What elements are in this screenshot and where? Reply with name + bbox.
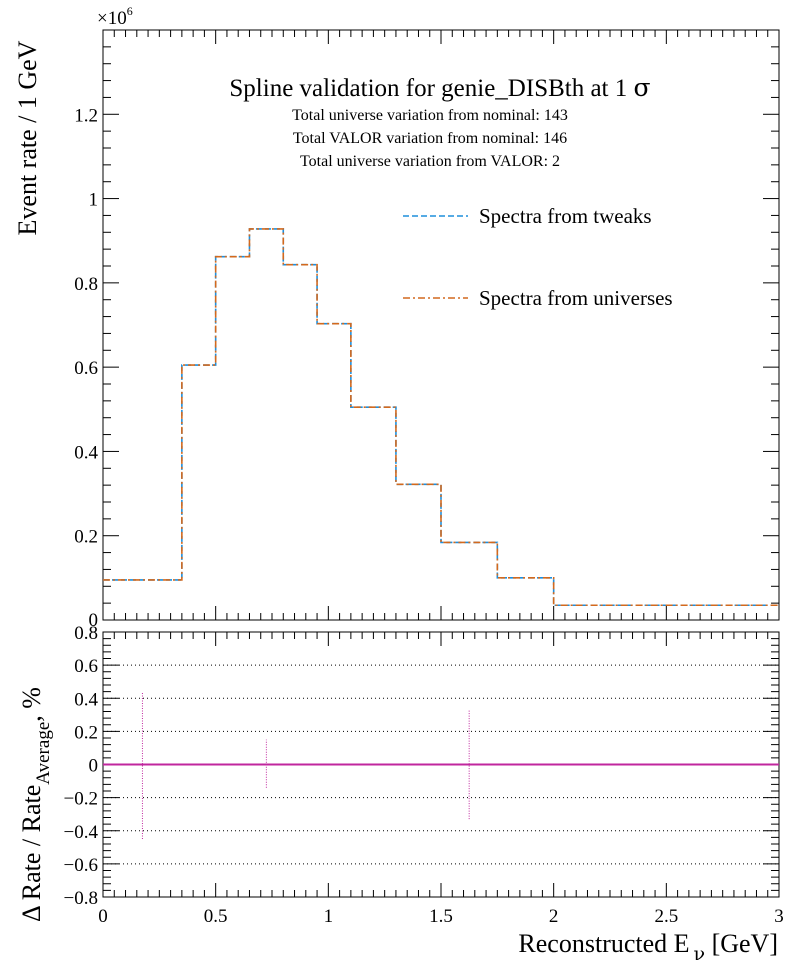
bottom-series-group [103, 691, 779, 840]
x-tick-label: 1 [324, 906, 334, 927]
stat-line-3: Total universe variation from VALOR: 2 [300, 153, 560, 170]
x-tick-label: 1.5 [429, 906, 453, 927]
bottom-y-tick-label: −0.6 [64, 855, 98, 876]
chart-title: Spline validation for genie_DISBth at 1 … [229, 73, 650, 102]
top-y-tick-label: 1.2 [74, 105, 98, 126]
top-y-tick-label: 0.8 [74, 274, 98, 295]
bottom-y-tick-label: −0.4 [64, 822, 99, 843]
y-multiplier-base: ×10 [97, 8, 127, 29]
x-tick-label: 2.5 [654, 906, 678, 927]
top-y-tick-label: 0.4 [74, 442, 98, 463]
bottom-y-tick-label: 0.6 [74, 656, 98, 677]
bottom-y-tick-label: −0.2 [64, 789, 98, 810]
bottom-y-axis-title: Δ Rate / RateAverage, % [17, 687, 54, 922]
stat-line-1: Total universe variation from nominal: 1… [292, 107, 568, 124]
top-y-tick-label: 0.2 [74, 527, 98, 548]
stat-line-2: Total VALOR variation from nominal: 146 [293, 130, 567, 147]
bottom-axis-ticks [102, 631, 780, 898]
top-y-tick-label: 0 [89, 610, 99, 631]
top-series-group [103, 228, 779, 607]
bottom-panel: −0.8 −0.6 −0.4 −0.2 0 0.2 0.4 0.6 0.8 0 0.5 1 1.5 2 2… [17, 623, 784, 965]
bottom-y-axis-title-main: Δ Rate / Rate [17, 785, 46, 922]
legend-label-tweaks: Spectra from tweaks [479, 204, 652, 228]
series-line-universes [103, 228, 779, 607]
x-axis-title-unit: [GeV] [705, 929, 778, 958]
x-tick-label: 2 [549, 906, 559, 927]
top-y-tick-labels: 0 0.2 0.4 0.6 0.8 1 1.2 [74, 105, 98, 631]
x-axis-title-sub: ν [694, 943, 706, 965]
bottom-y-tick-label: 0.2 [74, 722, 98, 743]
x-tick-label: 0 [98, 906, 108, 927]
top-panel: 0 0.2 0.4 0.6 0.8 1 1.2 ×106 Event rate / 1 Ge… [13, 4, 780, 631]
x-tick-label: 0.5 [204, 906, 228, 927]
bottom-y-tick-label: 0.4 [74, 689, 98, 710]
top-y-tick-label: 0.6 [74, 358, 98, 379]
x-axis-title-main: Reconstructed E [518, 929, 689, 958]
chart-title-sigma: σ [634, 73, 651, 102]
x-tick-labels: 0 0.5 1 1.5 2 2.5 3 [98, 906, 784, 927]
y-multiplier: ×106 [97, 4, 133, 29]
top-y-tick-label: 1 [89, 190, 99, 211]
chart-title-text: Spline validation for genie_DISBth at 1 [229, 75, 633, 102]
x-tick-label: 3 [774, 906, 784, 927]
bottom-y-axis-title-sub: Average [33, 722, 54, 785]
bottom-y-tick-label: 0.8 [74, 623, 98, 644]
bottom-y-tick-label: 0 [89, 756, 99, 777]
bottom-y-axis-title-unit: , % [17, 687, 46, 722]
legend: Spectra from tweaks Spectra from univers… [403, 204, 673, 310]
y-multiplier-exponent: 6 [127, 4, 133, 18]
bottom-y-tick-label: −0.8 [64, 888, 98, 909]
top-y-axis-title: Event rate / 1 GeV [13, 40, 42, 235]
legend-label-universes: Spectra from universes [479, 286, 673, 310]
top-axis-ticks [102, 29, 780, 621]
bottom-y-tick-labels: −0.8 −0.6 −0.4 −0.2 0 0.2 0.4 0.6 0.8 [64, 623, 99, 909]
